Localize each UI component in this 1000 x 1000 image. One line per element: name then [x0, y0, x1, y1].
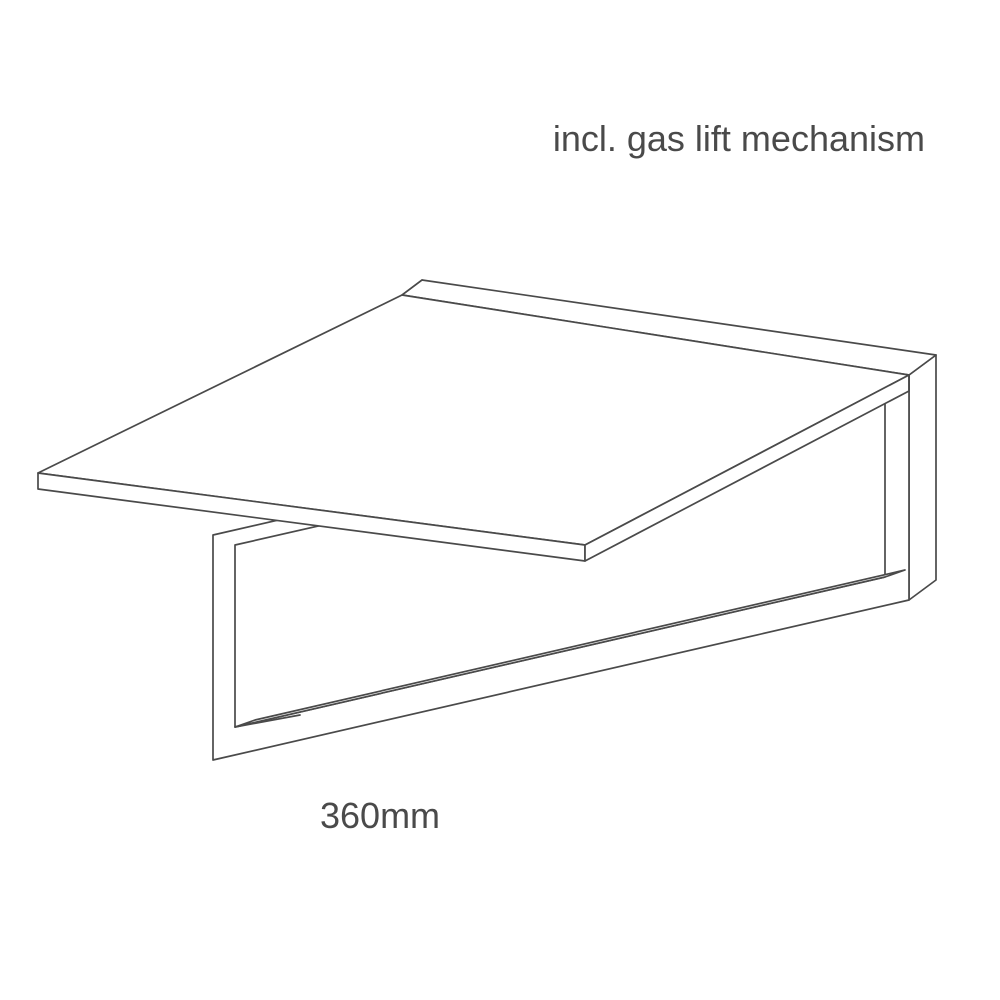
dimension-label: 360mm: [320, 795, 440, 837]
cabinet-line-drawing: [30, 245, 970, 765]
cabinet-right-side: [909, 355, 936, 600]
cabinet-shapes: [38, 280, 936, 760]
feature-note-label: incl. gas lift mechanism: [553, 118, 925, 160]
